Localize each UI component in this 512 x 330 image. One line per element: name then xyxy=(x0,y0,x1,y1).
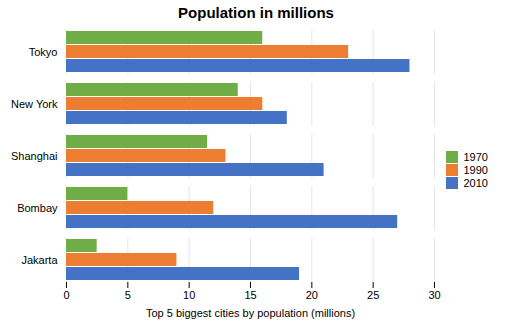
svg-text:Shanghai: Shanghai xyxy=(11,150,58,162)
svg-text:Bombay: Bombay xyxy=(17,202,58,214)
svg-text:30: 30 xyxy=(428,289,440,301)
svg-text:25: 25 xyxy=(367,289,379,301)
html-text:Population in millions: Population in millions xyxy=(178,4,334,21)
svg-text:Jakarta: Jakarta xyxy=(21,254,58,266)
svg-text:Top 5 biggest cities by popula: Top 5 biggest cities by population (mill… xyxy=(146,307,355,319)
svg-text:10: 10 xyxy=(183,289,195,301)
html-text:1990: 1990 xyxy=(463,163,488,176)
svg-text:5: 5 xyxy=(125,289,131,301)
svg-text:20: 20 xyxy=(306,289,318,301)
svg-text:New York: New York xyxy=(11,98,58,110)
svg-text:0: 0 xyxy=(63,289,69,301)
html-text:1970: 1970 xyxy=(463,150,488,163)
svg-text:15: 15 xyxy=(244,289,256,301)
html-text:2010: 2010 xyxy=(463,176,488,189)
svg-text:Tokyo: Tokyo xyxy=(29,46,58,58)
